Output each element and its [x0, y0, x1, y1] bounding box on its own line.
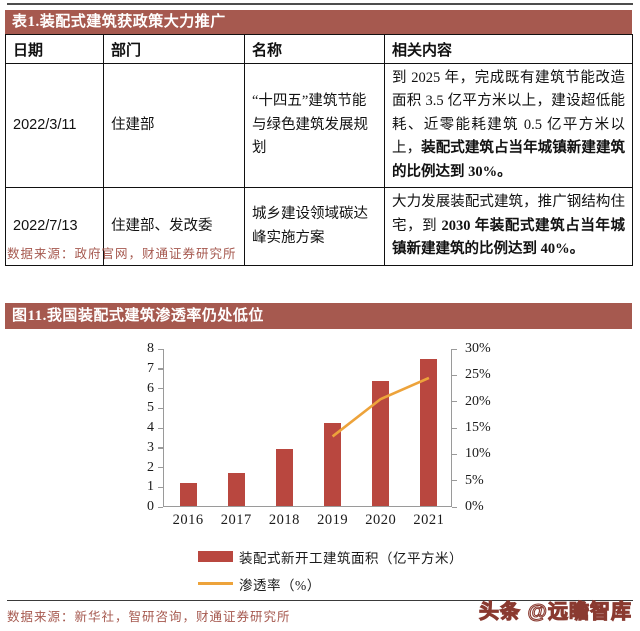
table-row: 2022/7/13 住建部、发改委 城乡建设领域碳达峰实施方案 大力发展装配式建…: [5, 187, 633, 266]
watermark: 头条 @远瞻智库: [478, 600, 632, 623]
y-axis-left-tickmark: [158, 368, 163, 370]
y-axis-left-tickmark: [158, 447, 163, 449]
y-axis-right-tickmark: [452, 480, 457, 482]
y-axis-left-tick-label: 3: [147, 439, 154, 455]
y-axis-left-tickmark: [158, 348, 163, 350]
y-axis-left-tick-label: 5: [147, 400, 154, 416]
y-axis-right-tick-label: 30%: [465, 341, 491, 356]
y-axis-left-tick-label: 1: [147, 479, 154, 495]
top-divider: [7, 3, 633, 5]
y-axis-right-tickmark: [452, 374, 457, 377]
y-axis-right-tickmark: [452, 427, 457, 429]
col-header-content: 相关内容: [384, 34, 633, 64]
bar-2016: [179, 483, 197, 506]
y-axis-right-tick-label: 10%: [465, 446, 491, 462]
y-axis-left-tick-label: 6: [147, 380, 154, 396]
col-header-name: 名称: [244, 34, 385, 64]
y-axis-left-tickmark: [158, 388, 163, 390]
y-axis-left-tick-label: 7: [147, 360, 154, 376]
y-axis-left-tickmark: [158, 486, 163, 489]
col-header-date: 日期: [5, 34, 104, 64]
x-axis-tick-label: 2016: [172, 512, 204, 528]
combo-chart: 8 7 6 5 4 3 2 1 0 30% 25% 20% 15% 10% 5% 0% 2016 2017 2018…: [0, 335, 640, 595]
figure-title: 图11.我国装配式建筑渗透率仍处低位: [12, 308, 264, 324]
y-axis-right-tick-label: 25%: [465, 367, 491, 383]
y-axis-right-tickmark: [452, 401, 457, 403]
cell-content: 大力发展装配式建筑，推广钢结构住宅，到 2030 年装配式建筑占当年城镇新建建筑…: [384, 187, 633, 266]
line-series-label: 渗透率（%）: [239, 577, 321, 593]
chart-plot-area: 8 7 6 5 4 3 2 1 0 30% 25% 20% 15% 10% 5% 0% 2016 2017 2018…: [147, 341, 491, 528]
x-axis-tick-label: 2018: [268, 512, 300, 528]
legend-item-line: 渗透率（%）: [198, 570, 463, 597]
legend-item-bar: 装配式新开工建筑面积（亿平方米）: [198, 543, 463, 570]
y-axis-right-tickmark: [452, 453, 457, 456]
bottom-divider: [7, 600, 633, 602]
y-axis-right-tick-label: 0%: [465, 499, 484, 514]
table-title: 表1.装配式建筑获政策大力推广: [12, 14, 226, 30]
x-axis-tick-label: 2020: [365, 512, 397, 528]
bar-2017: [227, 473, 245, 506]
y-axis-left-tickmark: [158, 506, 163, 508]
y-axis-right-tick-label: 5%: [465, 472, 484, 488]
bar-2019: [324, 423, 342, 506]
content-normal: 大力发展装配式建筑，推广钢结构住宅，到: [392, 194, 625, 234]
x-axis-tick-label: 2017: [220, 512, 252, 528]
bar-series-label: 装配式新开工建筑面积（亿平方米）: [239, 550, 463, 566]
table-source-note: 数据来源：政府官网，财通证券研究所: [7, 247, 237, 261]
cell-dept: 住建部: [103, 62, 245, 189]
cell-date: 2022/3/11: [5, 62, 104, 189]
y-axis-left-tickmark: [158, 407, 163, 410]
cell-date: 2022/7/13: [5, 187, 104, 266]
y-axis-left-tick-label: 8: [147, 341, 154, 356]
bar-2020: [372, 380, 390, 506]
y-axis-left-tick-label: 4: [147, 420, 154, 435]
content-bold: 2030 年装配式建筑占当年城镇新建建筑的比例达到 40%。: [392, 217, 626, 258]
penetration-rate-line: [331, 376, 430, 438]
cell-name: 城乡建设领域碳达峰实施方案: [244, 187, 385, 266]
figure-source-note: 数据来源：新华社，智研咨询，财通证券研究所: [7, 610, 291, 624]
table-title-bar: 表1.装配式建筑获政策大力推广: [5, 10, 632, 34]
y-axis-left-tick-label: 0: [147, 499, 154, 514]
y-axis-right-tick-label: 20%: [465, 393, 491, 409]
line-series-swatch: [198, 582, 233, 585]
x-axis-tick-label: 2019: [317, 512, 349, 528]
col-header-dept: 部门: [103, 34, 245, 64]
y-axis-right-tick-label: 15%: [465, 420, 491, 435]
cell-dept: 住建部、发改委: [103, 187, 245, 266]
figure-title-bar: 图11.我国装配式建筑渗透率仍处低位: [5, 303, 632, 329]
content-bold: 装配式建筑占当年城镇新建建筑的比例达到 30%。: [392, 140, 626, 180]
y-axis-right-tickmark: [452, 506, 457, 508]
policy-table: 日期 部门 名称 相关内容 2022/3/11 住建部 “十四五”建筑节能与绿色…: [5, 34, 633, 266]
chart-legend: 装配式新开工建筑面积（亿平方米） 渗透率（%）: [198, 543, 463, 597]
cell-name: “十四五”建筑节能与绿色建筑发展规划: [244, 62, 385, 189]
bar-2018: [275, 448, 293, 506]
x-axis-tick-label: 2021: [413, 512, 445, 528]
bar-2021: [420, 358, 438, 506]
y-axis-left-tickmark: [158, 467, 163, 469]
cell-content: 到 2025 年，完成既有建筑节能改造面积 3.5 亿平方米以上，建设超低能耗、…: [384, 62, 633, 189]
y-axis-right-tickmark: [452, 348, 457, 350]
bar-series-swatch: [198, 551, 233, 562]
table-row: 2022/3/11 住建部 “十四五”建筑节能与绿色建筑发展规划 到 2025 …: [5, 62, 633, 189]
y-axis-left-tickmark: [158, 427, 163, 429]
content-normal: 到 2025 年，完成既有建筑节能改造面积 3.5 亿平方米以上，建设超低能耗、…: [392, 70, 625, 157]
table-header-row: 日期 部门 名称 相关内容: [5, 34, 633, 64]
y-axis-left-tick-label: 2: [147, 459, 154, 475]
